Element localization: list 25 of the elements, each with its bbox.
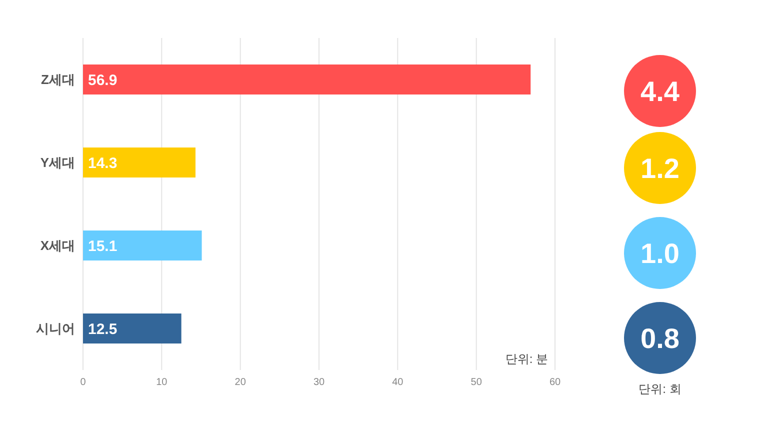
data-label: 56.9 — [88, 72, 118, 89]
data-label: 1.2 — [640, 153, 680, 184]
data-label: 0.8 — [640, 323, 680, 354]
bar — [83, 314, 182, 344]
data-label: 15.1 — [88, 238, 118, 255]
y-tick-label: Z세대 — [41, 72, 75, 88]
text: 단위: 회 — [638, 382, 682, 396]
bar — [83, 64, 531, 95]
y-tick-label: Y세대 — [40, 155, 75, 170]
data-label: 4.4 — [640, 76, 680, 107]
x-tick-label: 0 — [80, 377, 86, 388]
x-tick-label: 20 — [234, 377, 246, 388]
y-tick-label: 시니어 — [36, 321, 75, 336]
data-label: 12.5 — [88, 320, 118, 338]
x-tick-label: 10 — [156, 377, 168, 388]
bar — [83, 230, 202, 261]
data-label: 14.3 — [88, 154, 118, 172]
y-tick-label: X세대 — [40, 238, 75, 254]
x-tick-label: 30 — [313, 377, 325, 388]
data-label: 1.0 — [640, 238, 680, 269]
bar — [83, 148, 196, 178]
x-tick-label: 50 — [470, 377, 482, 388]
x-tick-label: 40 — [392, 377, 404, 388]
annotation: 단위: 분 — [505, 351, 548, 368]
x-tick-label: 60 — [549, 377, 561, 388]
